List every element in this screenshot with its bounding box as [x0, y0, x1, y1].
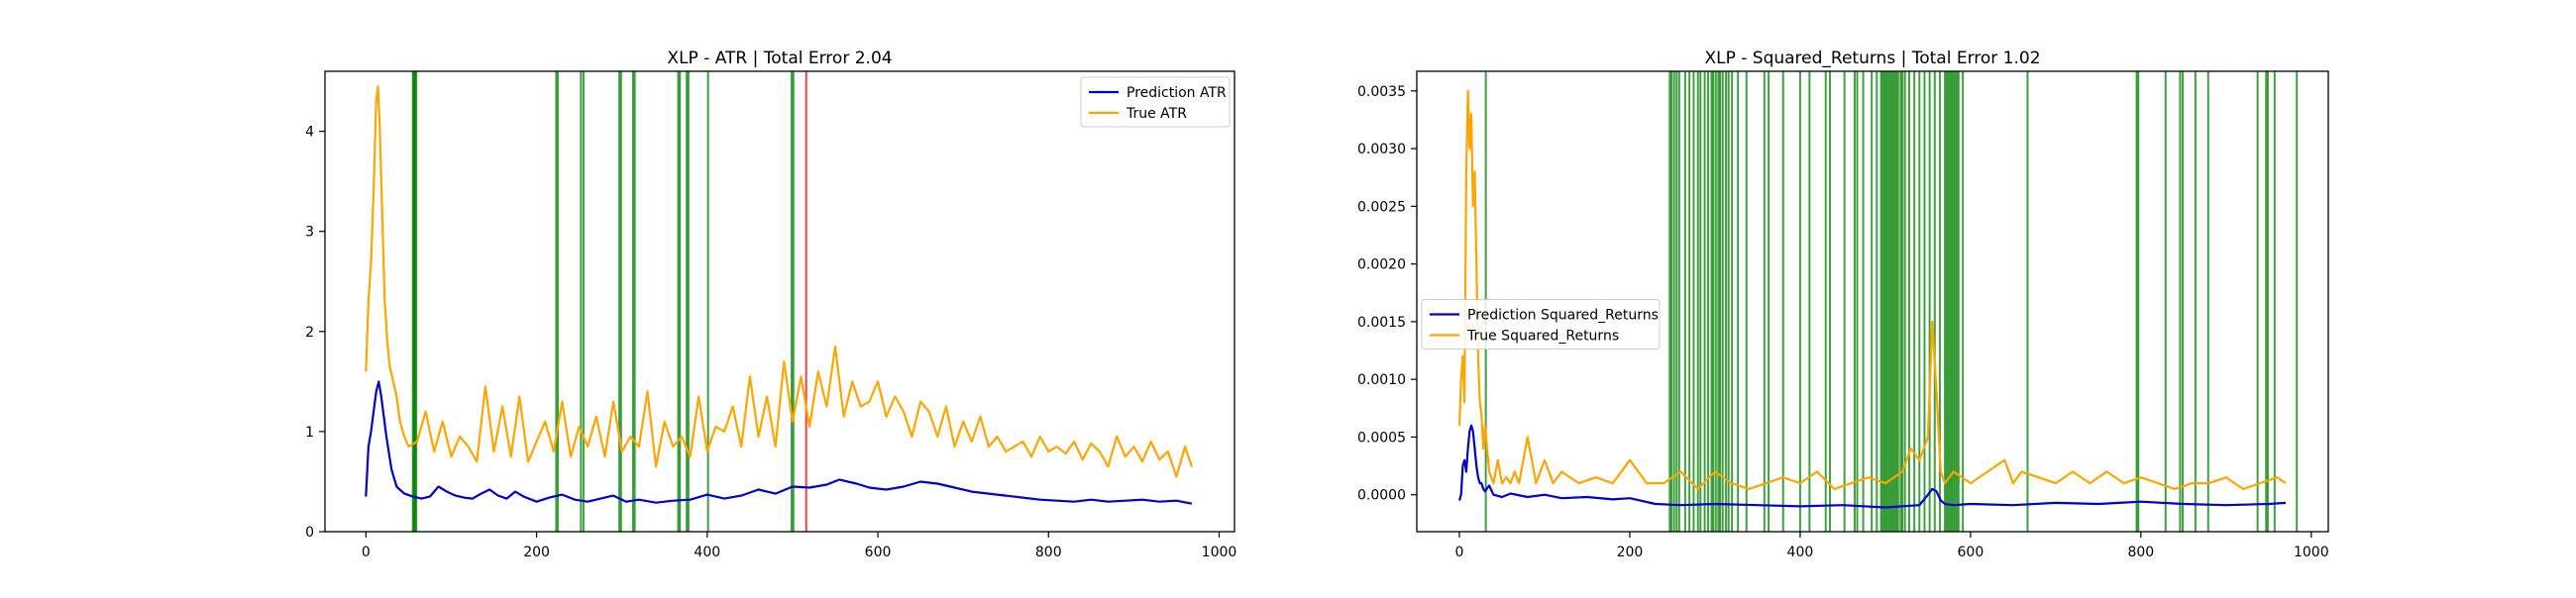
atr-legend-box [1080, 76, 1231, 128]
squared-returns-legend-label-0: Prediction Squared_Returns [1467, 308, 1659, 324]
squared-returns-y-tick-label: 0.0015 [1357, 315, 1406, 331]
atr-legend-label-1: True ATR [1126, 106, 1187, 122]
squared-returns-y-tick-label: 0.0035 [1357, 84, 1406, 100]
atr-series-line-0 [365, 380, 1193, 505]
squared-returns-title: XLP - Squared_Returns | Total Error 1.02 [1704, 49, 2040, 68]
squared-returns-x-tick-label: 600 [1958, 545, 1985, 560]
atr-x-tick-label: 200 [523, 545, 550, 560]
squared-returns-x-tick-label: 400 [1787, 545, 1814, 560]
atr-x-tick-label: 600 [865, 545, 892, 560]
squared-returns-legend: Prediction Squared_Returns True Squared_R… [1421, 299, 1661, 349]
squared-returns-y-tick-label: 0.0010 [1357, 372, 1406, 388]
atr-y-tick-label: 0 [305, 525, 314, 541]
squared-returns-axes-frame [1416, 70, 2329, 533]
squared-returns-y-tick-label: 0.0005 [1357, 430, 1406, 446]
atr-y-tick-label: 1 [305, 425, 314, 441]
atr-x-tick-label: 400 [694, 545, 720, 560]
squared-returns-legend-label-1: True Squared_Returns [1466, 329, 1619, 345]
squared-returns-y-tick-label: 0.0025 [1357, 199, 1406, 215]
squared-returns-x-tick-label: 800 [2127, 545, 2154, 560]
atr-series-line-1 [365, 85, 1193, 478]
atr-y-tick-label: 4 [305, 125, 314, 141]
squared-returns-x-tick-label: 1000 [2294, 545, 2329, 560]
chart-squared-returns: 0 200 400 600 800 1000 0.0000 0.0005 0.0010 0.001… [1357, 49, 2329, 560]
squared-returns-series-line-1 [1457, 89, 2287, 490]
atr-x-tick-label: 1000 [1202, 545, 1237, 560]
squared-returns-x-tick-label: 0 [1455, 545, 1464, 560]
atr-axes-frame [324, 70, 1235, 533]
squared-returns-plot-area [1457, 71, 2299, 532]
atr-legend: Prediction ATR True ATR [1080, 76, 1231, 128]
squared-returns-series-line-0 [1457, 424, 2287, 509]
squared-returns-y-tick-label: 0.0000 [1357, 488, 1406, 504]
squared-returns-legend-box [1421, 299, 1661, 349]
atr-y-tick-label: 2 [305, 325, 314, 341]
squared-returns-y-tick-label: 0.0030 [1357, 142, 1406, 157]
atr-x-tick-label: 0 [362, 545, 371, 560]
atr-plot-area [365, 71, 1193, 532]
atr-y-tick-label: 3 [305, 225, 314, 241]
squared-returns-y-tick-label: 0.0020 [1357, 257, 1406, 273]
atr-title: XLP - ATR | Total Error 2.04 [667, 49, 892, 68]
atr-x-tick-label: 800 [1035, 545, 1062, 560]
squared-returns-x-tick-label: 200 [1617, 545, 1644, 560]
chart-atr: 0 200 400 600 800 1000 0 1 2 3 4 XLP - ATR | Total … [305, 49, 1236, 560]
atr-legend-label-0: Prediction ATR [1127, 85, 1227, 101]
